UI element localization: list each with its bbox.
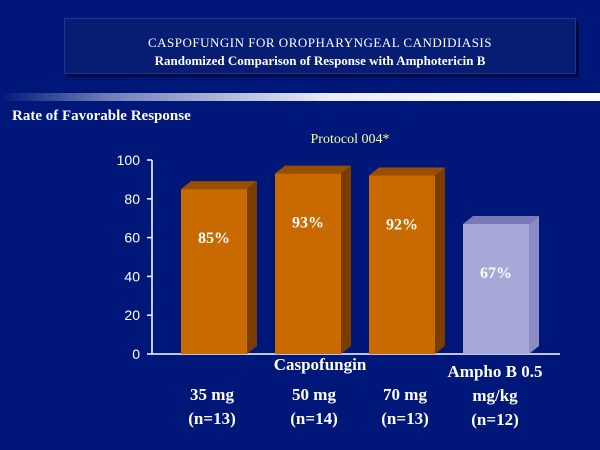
y-axis-label: Rate of Favorable Response — [12, 108, 191, 124]
category-dose: 35 mg — [190, 385, 234, 404]
bar-top — [463, 216, 539, 225]
bar-side — [435, 167, 445, 354]
bar-side — [247, 181, 257, 354]
bar-value-label: 85% — [198, 230, 230, 247]
bar-top — [275, 165, 351, 174]
category-n: (n=13) — [188, 409, 236, 428]
chart-title: CASPOFUNGIN FOR OROPHARYNGEAL CANDIDIASI… — [148, 35, 492, 50]
bar-value-label: 92% — [386, 217, 418, 234]
bar-side — [341, 165, 351, 354]
bar-value-label: 93% — [292, 215, 324, 232]
category-label-35mg: 35 mg (n=13) — [157, 383, 267, 431]
category-dose: Ampho B 0.5 mg/kg — [447, 362, 543, 405]
chart-subtitle: Randomized Comparison of Response with A… — [154, 53, 486, 68]
bar-top — [369, 167, 445, 176]
bar — [369, 175, 435, 354]
y-tick-label: 40 — [124, 268, 140, 284]
caspofungin-group-label: Caspofungin — [273, 355, 367, 374]
bar-value-label: 67% — [480, 265, 512, 282]
divider-rule — [0, 93, 600, 101]
bar-top — [181, 181, 257, 190]
y-tick-label: 100 — [117, 152, 141, 168]
bar — [275, 173, 341, 354]
category-label-amphob: Ampho B 0.5 mg/kg (n=12) — [440, 360, 550, 432]
y-tick-label: 60 — [124, 230, 140, 246]
bar — [463, 224, 529, 354]
y-tick-label: 80 — [124, 191, 140, 207]
category-n: (n=13) — [381, 409, 429, 428]
bar — [181, 189, 247, 354]
y-tick-label: 0 — [132, 346, 140, 362]
title-box: CASPOFUNGIN FOR OROPHARYNGEAL CANDIDIASI… — [64, 18, 576, 74]
category-dose: 70 mg — [383, 385, 427, 404]
bar-side — [529, 216, 539, 354]
category-label-50mg: 50 mg (n=14) — [259, 383, 369, 431]
category-n: (n=12) — [471, 410, 519, 429]
category-n: (n=14) — [290, 409, 338, 428]
category-label-70mg: 70 mg (n=13) — [350, 383, 460, 431]
protocol-label: Protocol 004* — [310, 132, 390, 147]
y-tick-label: 20 — [124, 307, 140, 323]
category-dose: 50 mg — [292, 385, 336, 404]
